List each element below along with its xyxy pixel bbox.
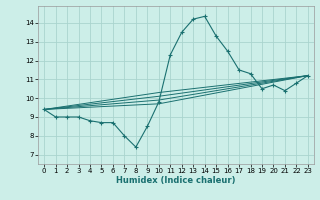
- X-axis label: Humidex (Indice chaleur): Humidex (Indice chaleur): [116, 176, 236, 185]
